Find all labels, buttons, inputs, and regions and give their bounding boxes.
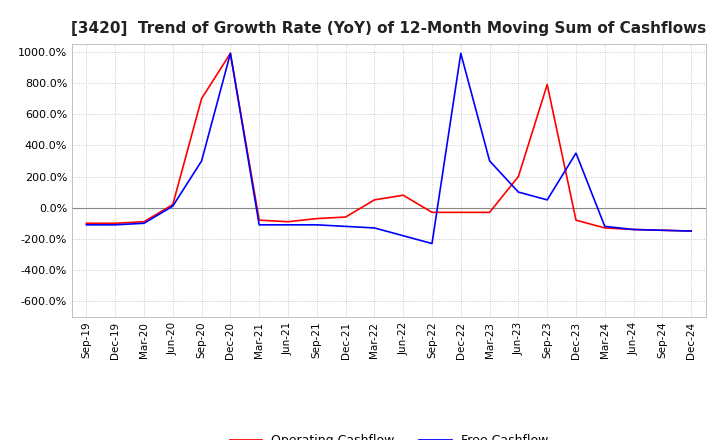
- Legend: Operating Cashflow, Free Cashflow: Operating Cashflow, Free Cashflow: [225, 429, 553, 440]
- Title: [3420]  Trend of Growth Rate (YoY) of 12-Month Moving Sum of Cashflows: [3420] Trend of Growth Rate (YoY) of 12-…: [71, 21, 706, 36]
